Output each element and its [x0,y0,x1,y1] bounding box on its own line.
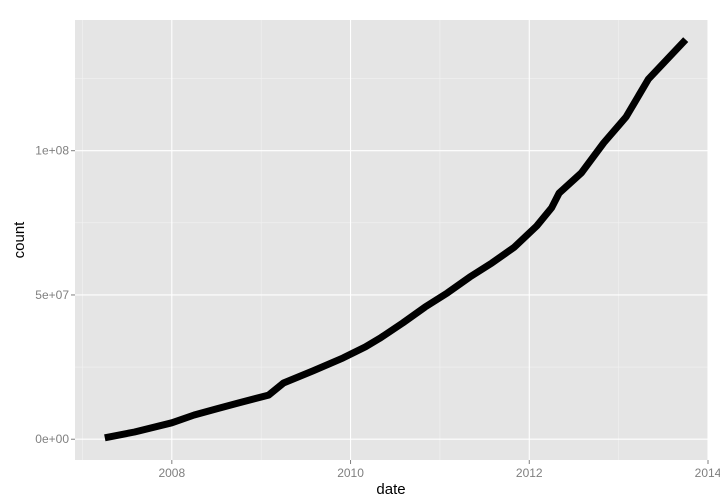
y-axis-title: count [11,221,28,259]
plot-panel [75,20,708,460]
series-line [104,37,689,442]
x-tick-label: 2012 [516,466,543,480]
y-tick-label: 5e+07 [35,288,69,302]
x-tick-label: 2014 [695,466,720,480]
x-tick-label: 2010 [337,466,364,480]
x-axis-title: date [376,481,405,498]
y-tick-label: 0e+00 [35,432,69,446]
x-tick-label: 2008 [158,466,185,480]
y-tick-label: 1e+08 [35,144,69,158]
